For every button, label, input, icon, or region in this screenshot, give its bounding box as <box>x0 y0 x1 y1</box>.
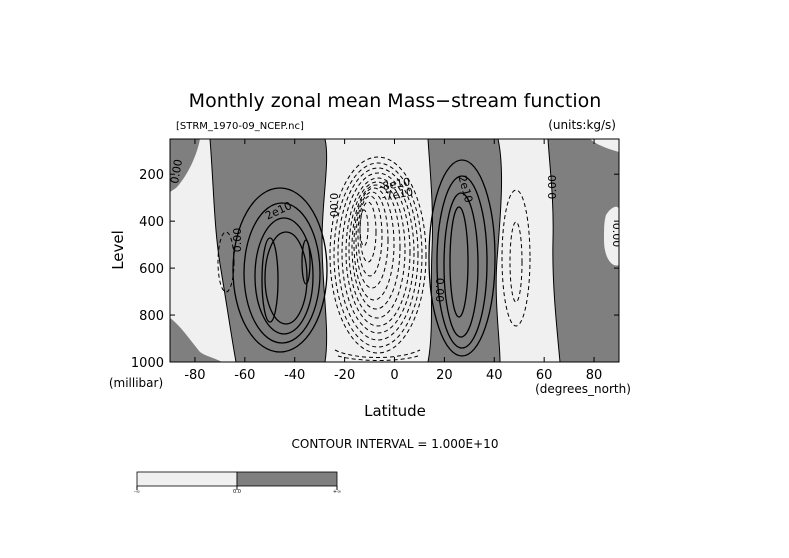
y-axis-ticks: 200 400 600 800 1000 <box>131 168 619 371</box>
x-tick-label: -20 <box>334 368 355 383</box>
positive-region-topleft <box>170 139 200 192</box>
y-axis-title: Level <box>109 230 127 270</box>
colorbar: -∞ 0.0 +∞ <box>134 471 341 495</box>
colorbar-label-zero: 0.0 <box>233 489 241 495</box>
x-axis-title: Latitude <box>364 402 426 420</box>
contour-line <box>353 187 395 301</box>
contour-line <box>436 175 488 349</box>
contour-label: 0.00 <box>433 278 446 303</box>
contour-line <box>547 139 561 362</box>
contour-line <box>329 156 427 354</box>
x-tick-label: -60 <box>234 368 255 383</box>
contour-line <box>449 206 469 318</box>
contour-label: -7e10 <box>381 185 415 203</box>
contour-line <box>261 237 279 323</box>
contour-line <box>428 159 496 357</box>
contour-line <box>495 139 503 362</box>
y-unit-label: (millibar) <box>109 376 163 390</box>
y-tick-label: 1000 <box>131 356 164 371</box>
contour-line <box>359 209 369 247</box>
contour-line <box>301 239 311 285</box>
negative-island-topright <box>590 139 619 152</box>
colorbar-label-max: +∞ <box>333 489 341 495</box>
x-axis-ticks: -80 -60 -40 -20 0 20 40 60 80 <box>184 139 602 383</box>
x-tick-label: 80 <box>586 368 603 383</box>
zero-contours <box>209 139 561 362</box>
contour-line <box>509 221 523 303</box>
x-tick-label: 20 <box>436 368 453 383</box>
contour-line <box>209 139 237 362</box>
y-tick-label: 400 <box>139 215 164 230</box>
contour-line <box>217 231 235 293</box>
colorbar-positive-swatch <box>236 471 338 487</box>
contour-line <box>232 187 328 353</box>
y-tick-label: 600 <box>139 262 164 277</box>
contours-central-cell <box>329 156 427 361</box>
x-tick-label: 60 <box>536 368 553 383</box>
contour-label: 0.00 <box>168 158 185 184</box>
contour-line <box>254 217 314 335</box>
y-tick-label: 800 <box>139 309 164 324</box>
contour-line <box>355 191 389 289</box>
x-tick-label: 40 <box>486 368 503 383</box>
contour-label: -8e10 <box>378 175 412 193</box>
contour-line <box>341 172 415 334</box>
contour-line <box>345 177 411 327</box>
contour-line <box>321 139 328 362</box>
units-label: (units:kg/s) <box>548 118 616 132</box>
y-tick-label: 200 <box>139 168 164 183</box>
colorbar-negative-swatch <box>136 471 238 487</box>
contour-line <box>243 202 321 344</box>
contour-labels: 0.00 0.00 0.00 0.00 0.00 0.00 2e10 2e10 … <box>168 158 623 303</box>
contour-line <box>264 231 308 325</box>
contour-line <box>357 195 383 277</box>
source-file-label: [STRM_1970-09_NCEP.nc] <box>176 121 304 132</box>
contour-label: 0.00 <box>231 228 244 253</box>
contours-ferrel-cell <box>501 189 531 327</box>
x-unit-label: (degrees_north) <box>535 382 631 396</box>
contour-line <box>443 192 479 338</box>
contour-line <box>351 184 401 310</box>
x-tick-label: -80 <box>184 368 205 383</box>
contour-line <box>334 349 421 358</box>
contours-polar-cell <box>217 231 235 293</box>
contour-line <box>348 181 406 319</box>
contour-label: 0.00 <box>546 175 559 200</box>
contours-northern-cell <box>428 159 496 357</box>
contour-line <box>427 139 434 362</box>
contour-line <box>501 189 531 327</box>
contour-label: 0.00 <box>610 223 623 248</box>
contours-southern-cell <box>232 187 328 353</box>
chart-title: Monthly zonal mean Mass−stream function <box>189 90 602 112</box>
x-tick-label: 0 <box>390 368 398 383</box>
positive-region-bottomleft <box>170 318 222 362</box>
positive-region-polar <box>548 139 619 362</box>
x-tick-label: -40 <box>284 368 305 383</box>
positive-region-southern <box>210 139 327 362</box>
contour-line <box>337 167 419 341</box>
colorbar-label-min: -∞ <box>134 489 140 495</box>
contour-line <box>333 162 423 348</box>
plot-area: 0.00 0.00 0.00 0.00 0.00 0.00 2e10 2e10 … <box>168 139 623 362</box>
contour-interval-label: CONTOUR INTERVAL = 1.000E+10 <box>292 437 499 451</box>
contour-label: 0.00 <box>327 193 340 218</box>
contour-line <box>359 201 377 263</box>
